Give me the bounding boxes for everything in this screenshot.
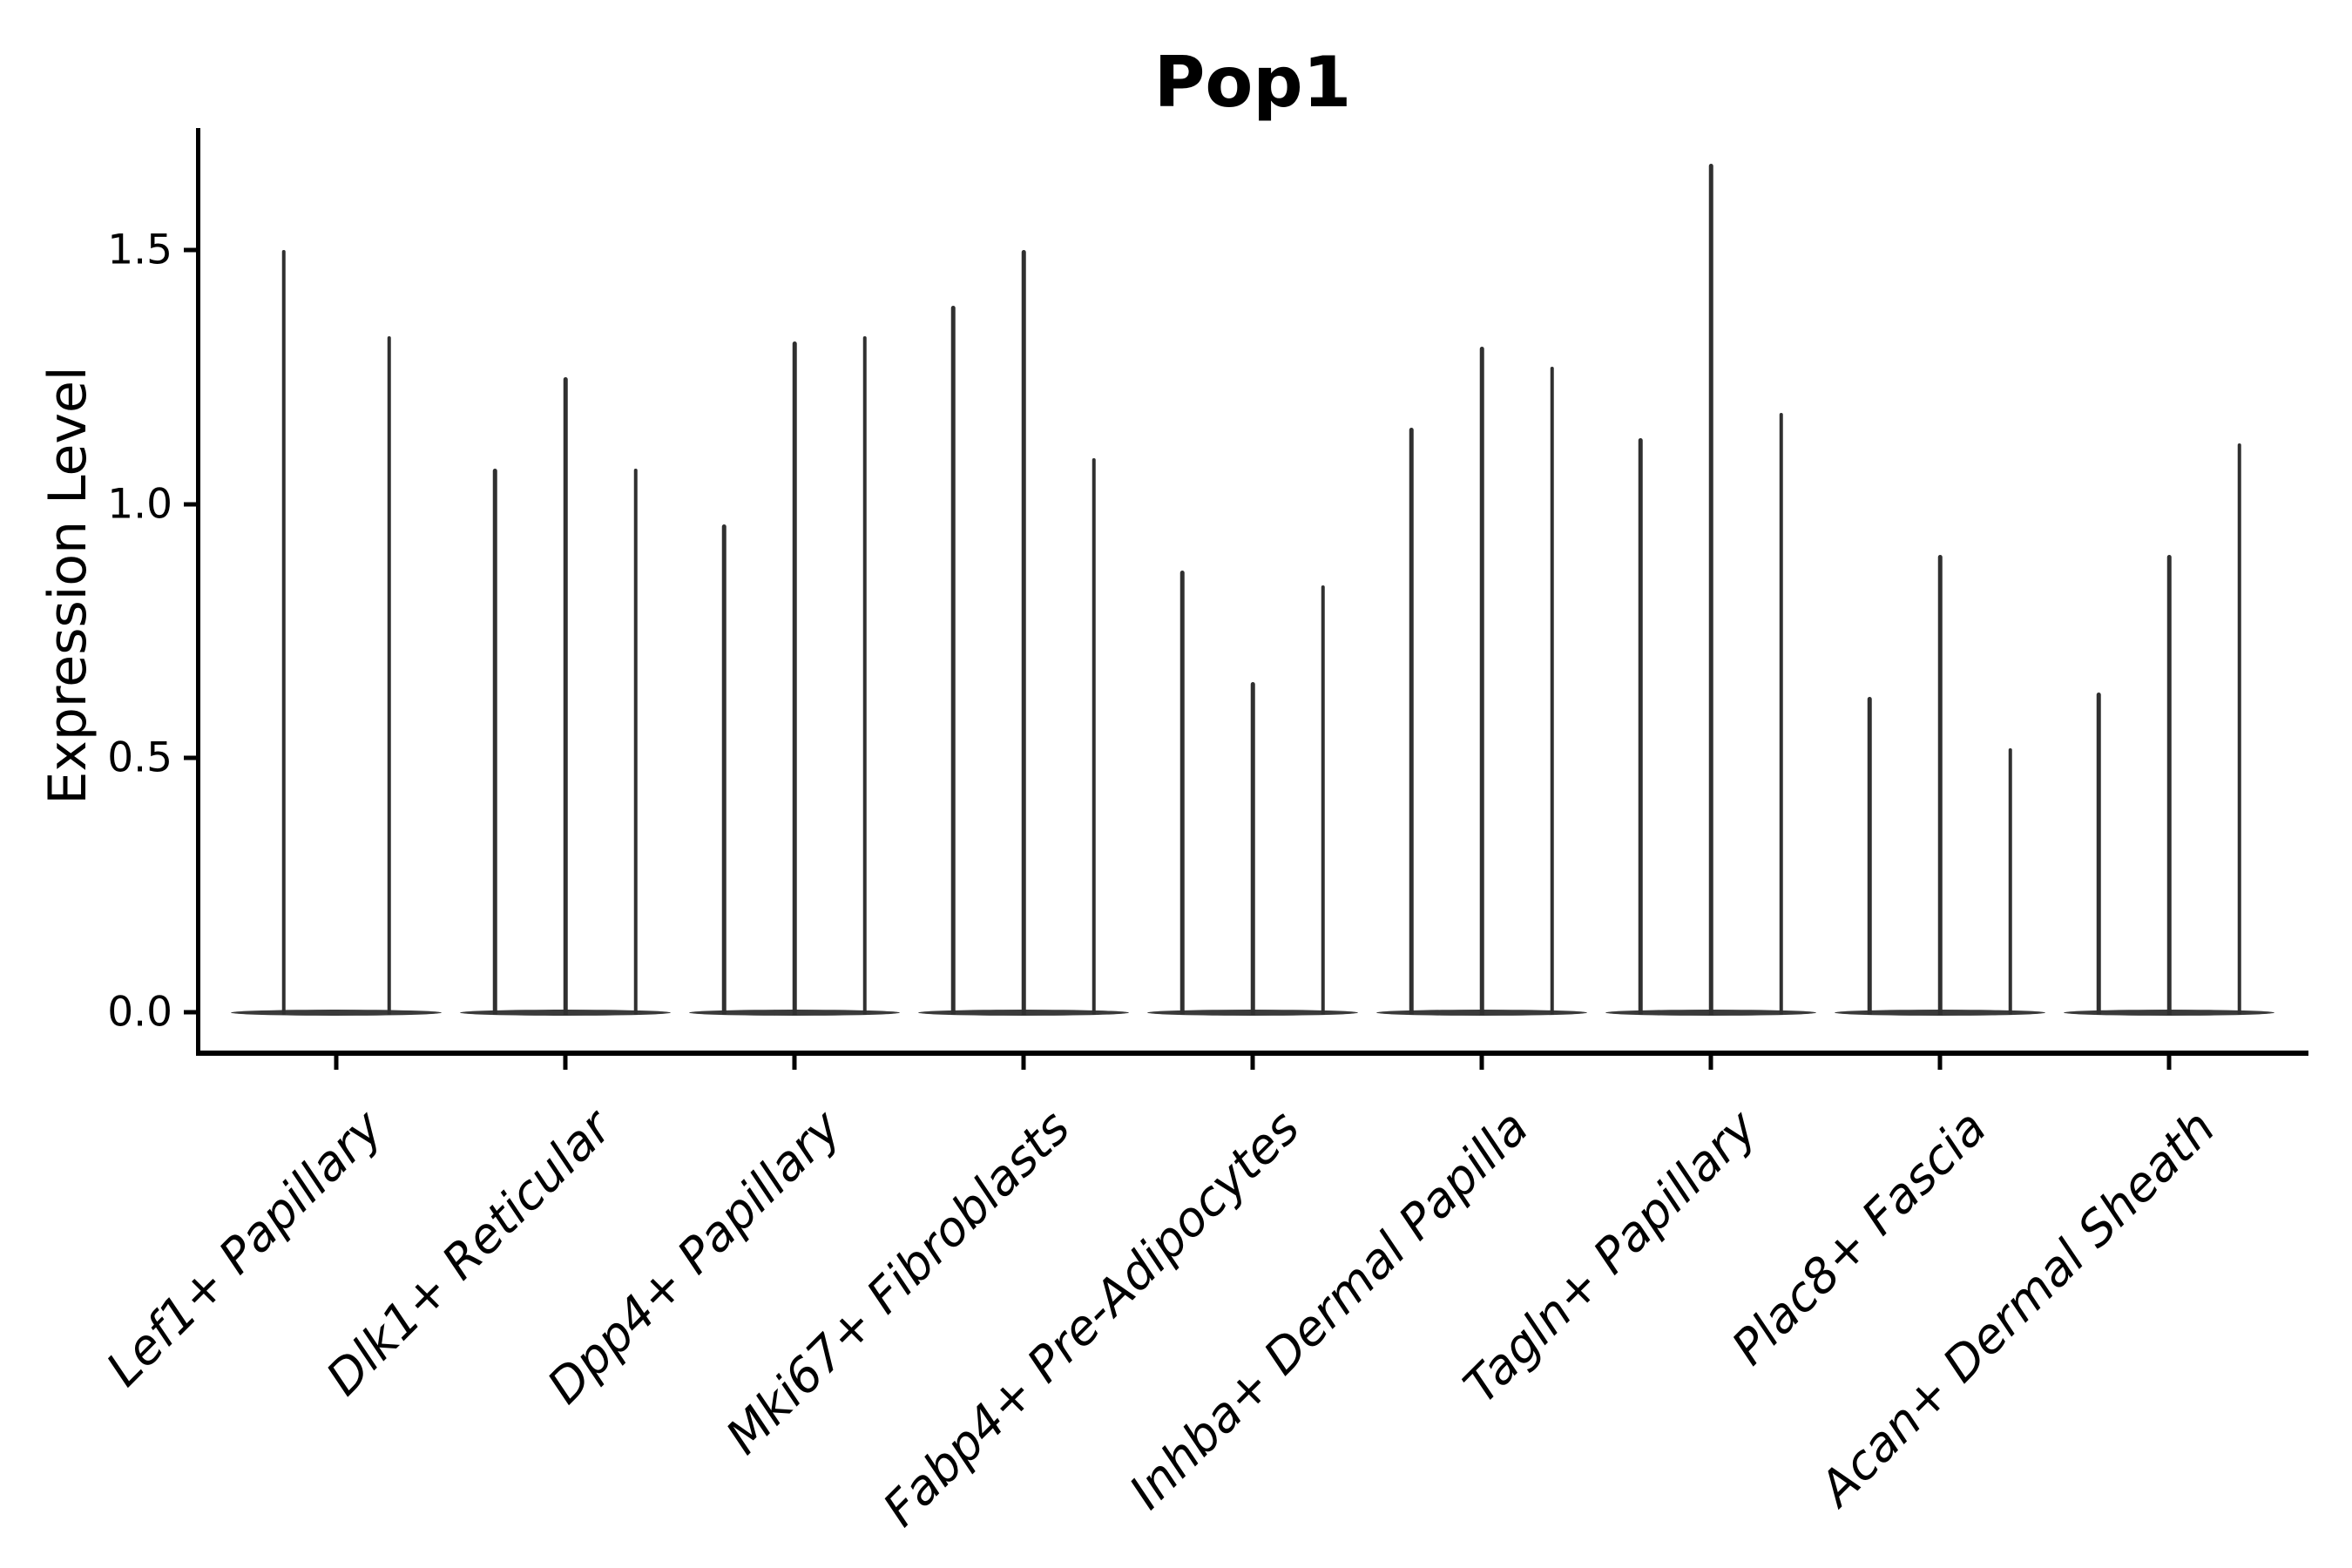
y-tick [184,755,198,760]
y-tick-label: 0.5 [107,733,172,782]
x-tick-label: Fabp4+ Pre-Adipocytes [871,1099,1310,1538]
y-tick [184,1010,198,1015]
y-tick [184,247,198,253]
violin-needle [387,336,391,1015]
chart-title: Pop1 [1153,42,1352,123]
violin-needle [1021,250,1026,1015]
x-tick [2166,1056,2172,1070]
violin-needle [722,524,727,1015]
violin-needle [1479,346,1484,1015]
violin-needle [633,468,638,1015]
violin-needle [792,341,797,1015]
violin-needle [862,336,867,1015]
y-tick [184,502,198,507]
violin-needle [1550,367,1554,1015]
violin-needle [2166,555,2172,1015]
y-axis-label: Expression Level [37,366,98,805]
violin-base [231,1009,442,1016]
y-tick-label: 1.5 [107,226,172,274]
violin-needle [1708,163,1713,1015]
x-tick-label: Inhba+ Dermal Papilla [1118,1099,1539,1520]
violin-needle [281,250,286,1015]
violin-needle [2237,443,2241,1015]
violin-needle [951,306,956,1015]
y-tick-label: 1.0 [107,480,172,529]
x-tick [792,1056,797,1070]
y-tick-label: 0.0 [107,988,172,1037]
x-tick [563,1056,568,1070]
violin-needle [1868,697,1872,1015]
violin-needle [1180,570,1185,1015]
violin-needle [2097,692,2101,1015]
x-tick [1708,1056,1713,1070]
x-tick [1937,1056,1943,1070]
violin-needle [2008,747,2012,1015]
violin-needle [1092,458,1096,1015]
x-tick [1479,1056,1484,1070]
x-tick [334,1056,339,1070]
violin-needle [1937,555,1943,1015]
x-tick-label: Acan+ Dermal Sheath [1808,1099,2227,1517]
x-tick [1021,1056,1026,1070]
violin-needle [1250,681,1255,1015]
violin-needle [493,468,497,1015]
violin-needle [1639,437,1643,1015]
violin-needle [563,376,568,1015]
y-axis-spine [196,128,200,1056]
violin-needle [1409,428,1414,1015]
x-axis-spine [196,1051,2308,1056]
x-tick [1250,1056,1255,1070]
violin-needle [1779,412,1783,1015]
violin-needle [1321,585,1325,1015]
